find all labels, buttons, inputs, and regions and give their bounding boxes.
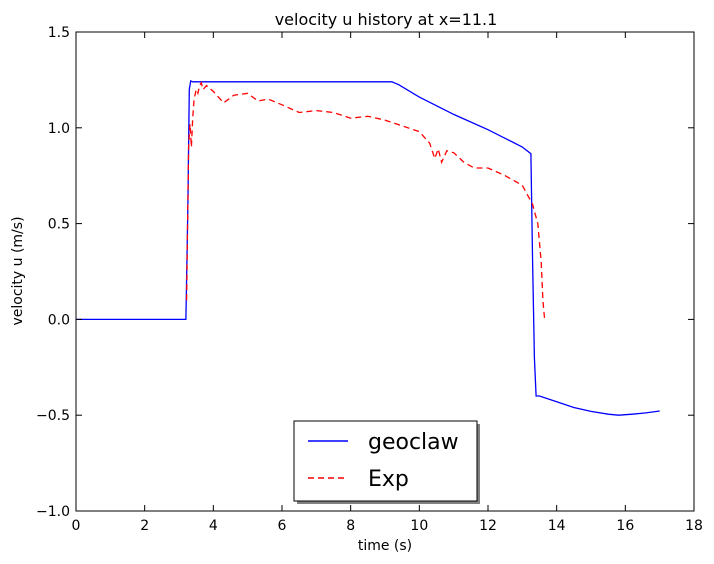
x-tick-label: 8 — [346, 518, 355, 534]
series-layer — [76, 79, 660, 416]
x-tick-label: 2 — [140, 518, 149, 534]
y-tick-label: 0.5 — [48, 217, 70, 233]
legend: geoclaw Exp — [293, 420, 480, 504]
legend-label-geoclaw: geoclaw — [368, 430, 459, 455]
x-axis-label: time (s) — [358, 538, 412, 554]
plot-frame — [75, 31, 695, 512]
x-tick-label: 14 — [548, 518, 566, 534]
chart-title: velocity u history at x=11.1 — [275, 10, 498, 29]
x-tick-label: 12 — [479, 518, 497, 534]
x-tick-label: 18 — [685, 518, 703, 534]
x-tick-label: 16 — [616, 518, 634, 534]
x-tick-label: 10 — [410, 518, 428, 534]
y-tick-label: −0.5 — [36, 408, 70, 424]
y-axis-label: velocity u (m/s) — [10, 216, 26, 325]
y-tick-label: 1.5 — [48, 25, 70, 41]
x-tick-label: 6 — [278, 518, 287, 534]
plot-area: 0 2 4 6 8 10 12 14 16 18 −1.0 −0.5 0.0 0.5 1.0 1.5 — [36, 25, 703, 534]
y-tick-label: 1.0 — [48, 121, 70, 137]
x-tick-label: 0 — [72, 518, 81, 534]
legend-box — [293, 420, 478, 502]
series-line-geoclaw — [76, 79, 660, 416]
series-line-exp — [185, 81, 546, 320]
y-tick-label: 0.0 — [48, 312, 70, 328]
tick-layer: 0 2 4 6 8 10 12 14 16 18 −1.0 −0.5 0.0 0.5 1.0 1.5 — [36, 25, 703, 534]
legend-label-exp: Exp — [368, 467, 409, 492]
x-tick-label: 4 — [209, 518, 218, 534]
y-tick-label: −1.0 — [36, 504, 70, 520]
